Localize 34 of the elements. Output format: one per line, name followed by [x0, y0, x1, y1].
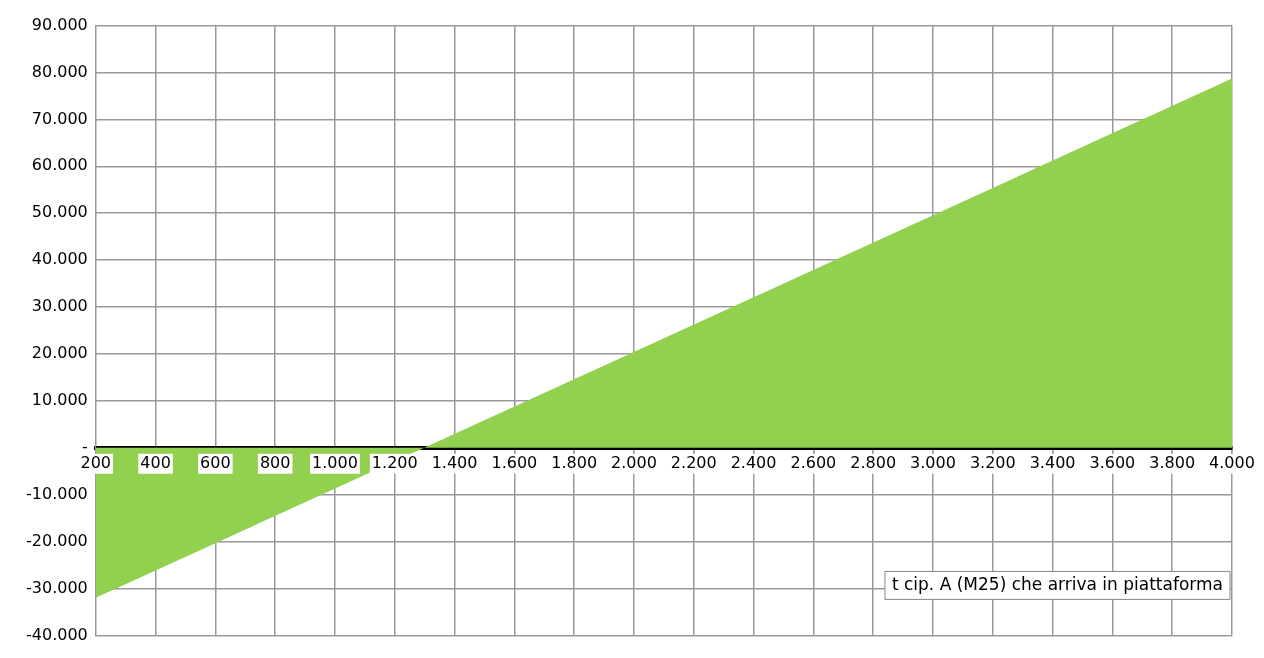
x-tick-label: 3.800 — [1149, 452, 1196, 472]
x-tick-label: 800 — [259, 452, 291, 472]
x-tick-label: 3.000 — [910, 452, 956, 472]
x-tick-label: 1.200 — [371, 452, 418, 472]
x-tick-label: 2.200 — [670, 452, 717, 472]
y-tick-label: 80.000 — [31, 61, 88, 81]
x-tick-label: 200 — [80, 452, 112, 472]
x-tick-label: 4.000 — [1209, 452, 1255, 472]
x-tick-label: 2.600 — [790, 452, 837, 472]
x-tick-label: 3.400 — [1029, 452, 1076, 472]
y-tick-label: 60.000 — [31, 155, 88, 175]
x-tick-label: 400 — [140, 452, 171, 472]
x-tick-label: 600 — [200, 452, 231, 472]
x-tick-label: 1.800 — [551, 452, 598, 472]
x-tick-label: 2.800 — [850, 452, 897, 472]
x-tick-label: 2.000 — [611, 452, 657, 472]
x-tick-label: 3.200 — [969, 452, 1016, 472]
y-tick-label: 50.000 — [31, 202, 88, 222]
y-tick-label: 90.000 — [31, 14, 88, 34]
x-tick-label: 1.000 — [312, 452, 358, 472]
x-tick-label: 1.400 — [431, 452, 478, 472]
y-tick-label: -20.000 — [25, 530, 88, 550]
y-tick-label: 20.000 — [31, 343, 88, 363]
y-tick-label: -30.000 — [25, 577, 88, 597]
y-tick-label: 10.000 — [31, 390, 88, 410]
x-tick-label: 1.600 — [491, 452, 538, 472]
y-tick-label: 70.000 — [31, 108, 88, 128]
x-tick-label: 2.400 — [730, 452, 777, 472]
y-tick-label: 30.000 — [31, 296, 88, 316]
x-tick-label: 3.600 — [1089, 452, 1136, 472]
y-tick-label: -10.000 — [25, 483, 88, 503]
y-tick-label: -40.000 — [25, 624, 88, 644]
annotation: t cip. A (M25) che arriva in piattaforma — [891, 573, 1223, 594]
y-tick-label: 40.000 — [31, 249, 88, 269]
